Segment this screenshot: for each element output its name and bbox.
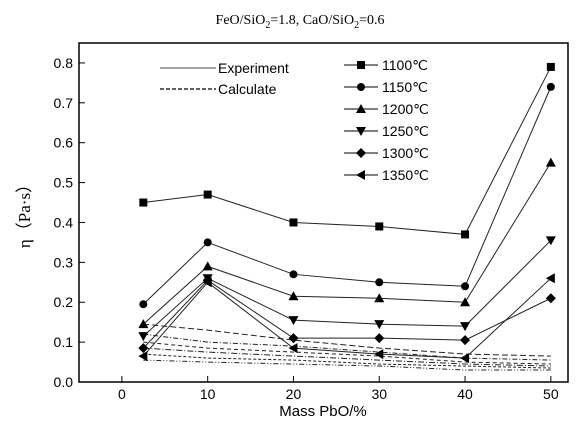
series-1250℃ [138,236,556,367]
legend-label: 1300℃ [382,145,429,161]
data-point [138,343,149,354]
data-point [138,332,149,342]
style-legend: Experiment Calculate [160,60,289,97]
y-tick-label: 0.8 [54,55,74,71]
axis-ticks: 0 10 20 30 40 50 0.0 0.1 0.2 0.3 0.4 0.5 0.6 0.7 0.8 [54,55,559,402]
x-tick-label: 10 [200,386,216,402]
data-point [461,230,470,239]
data-point [138,351,148,362]
data-point [374,293,385,303]
x-tick-label: 20 [286,386,302,402]
series-1100℃ [139,62,555,357]
data-point [374,320,385,330]
calculate-line [143,341,551,365]
experiment-line [143,162,552,325]
data-point [375,278,384,287]
data-point [202,277,212,288]
data-point [460,335,471,346]
data-point [288,291,299,301]
y-tick-label: 0.3 [54,254,74,270]
legend-label: 1200℃ [382,101,429,117]
data-point [138,319,149,329]
legend-marker [356,170,365,180]
data-point [460,297,471,307]
series-1200℃ [138,157,556,365]
temperature-legend: 1100℃ 1150℃ 1200℃ 1250℃ 1300℃ 1350℃ [344,57,429,183]
data-point [375,222,384,231]
calculate-line [143,333,551,361]
data-point [545,236,556,246]
legend-item: 1250℃ [344,123,429,139]
experiment-line [142,86,552,305]
data-point [545,293,556,304]
legend-label: 1350℃ [382,167,429,183]
data-point [460,353,470,364]
data-point [202,261,213,271]
legend-label: 1100℃ [382,57,428,73]
experiment-line [143,66,552,235]
data-point [374,349,384,360]
legend-experiment-label: Experiment [218,60,289,76]
data-point [203,238,212,247]
y-tick-label: 0.7 [54,95,74,111]
legend-item: 1300℃ [344,145,429,161]
data-point [288,316,299,326]
data-point [139,300,148,309]
y-tick-label: 0.6 [54,135,74,151]
legend-item: 1150℃ [344,79,428,95]
data-point [288,333,299,344]
chart-title: FeO/SiO2=1.8, CaO/SiO2=0.6 [216,13,385,31]
data-point [461,282,470,291]
y-tick-label: 0.5 [54,175,74,191]
x-tick-label: 40 [457,386,473,402]
legend-marker [357,83,365,91]
data-point [288,343,298,354]
series-1150℃ [139,82,555,361]
data-point [289,270,298,279]
series-layer [138,62,556,371]
legend-marker [356,127,366,136]
data-point [203,190,212,199]
legend-marker [356,148,366,158]
legend-label: 1250℃ [382,123,429,139]
plot-area-frame [78,42,569,383]
y-tick-label: 0.2 [54,294,74,310]
legend-marker [356,104,366,113]
calculate-line [143,359,551,371]
experiment-line [142,277,552,359]
y-tick-label: 0.1 [54,334,74,350]
data-point [289,218,298,227]
calculate-line [143,353,551,369]
legend-marker [357,61,365,69]
calculate-line [143,323,551,357]
x-tick-label: 30 [371,386,387,402]
data-point [545,157,556,167]
y-axis-label: η（Pa·s） [15,176,34,248]
legend-label: 1150℃ [382,79,428,95]
legend-item: 1100℃ [344,57,428,73]
y-tick-label: 0.0 [54,374,74,390]
data-point [546,82,555,91]
data-point [460,322,471,332]
data-point [545,273,555,284]
calculate-line [143,347,551,367]
x-tick-label: 50 [543,386,559,402]
data-point [139,198,148,207]
y-tick-label: 0.4 [54,214,74,230]
legend-item: 1350℃ [344,167,429,183]
series-1350℃ [138,273,555,371]
x-axis-label: Mass PbO/% [279,403,367,420]
legend-item: 1200℃ [344,101,429,117]
x-tick-label: 0 [118,386,126,402]
legend-calculate-label: Calculate [218,81,277,97]
experiment-line [143,240,552,337]
data-point [374,333,385,344]
experiment-line [142,279,552,349]
data-point [546,62,555,71]
